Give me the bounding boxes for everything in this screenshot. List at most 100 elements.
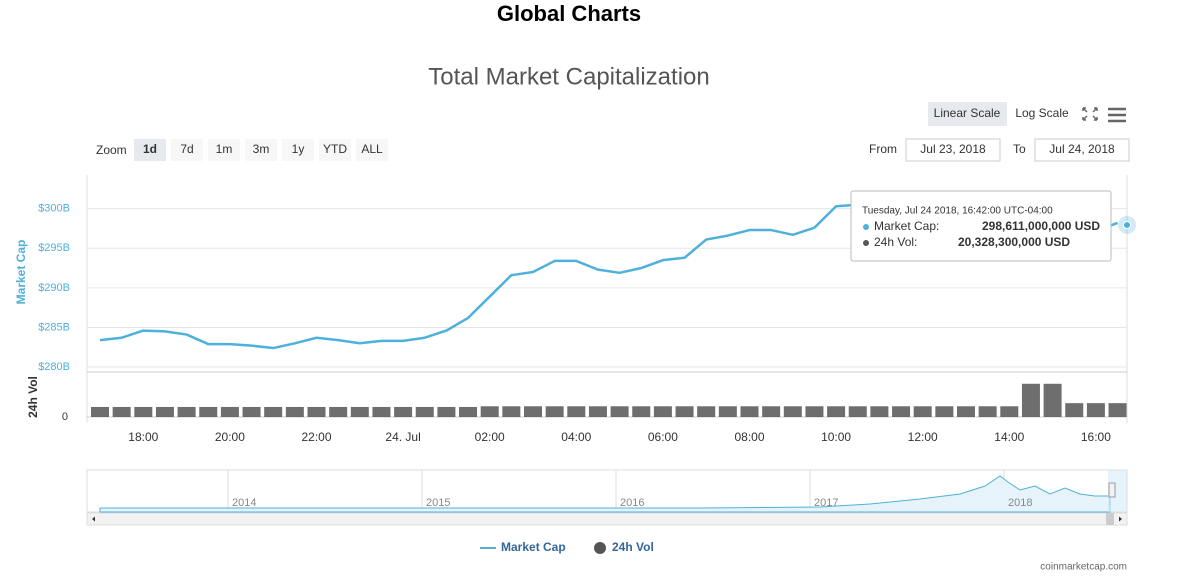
zoom-button[interactable]: 1m (216, 142, 233, 156)
from-label: From (869, 142, 897, 156)
volume-bar (653, 406, 672, 417)
volume-bar (632, 406, 651, 417)
volume-bar (1021, 383, 1040, 417)
navigator-label: 2014 (232, 497, 256, 509)
zoom-button[interactable]: 3m (253, 142, 270, 156)
tooltip-dot (863, 224, 869, 230)
volume-bar (913, 406, 932, 417)
volume-bar (1043, 383, 1062, 417)
volume-bar (957, 406, 975, 417)
to-label: To (1013, 142, 1026, 156)
to-date[interactable]: Jul 24, 2018 (1049, 142, 1115, 156)
volume-bar (112, 406, 131, 417)
navigator-handle[interactable] (1108, 482, 1116, 498)
zoom-button[interactable]: 1d (143, 142, 157, 156)
volume-bar (220, 406, 239, 417)
volume-bar (870, 406, 889, 417)
tooltip-time: Tuesday, Jul 24 2018, 16:42:00 UTC-04:00 (862, 206, 1053, 217)
scale-button[interactable]: Linear Scale (934, 106, 1001, 120)
volume-bar (848, 406, 867, 417)
scale-button-bg (928, 102, 1007, 126)
x-tick-label: 02:00 (475, 430, 505, 444)
volume-bar (394, 406, 413, 417)
legend-swatch (594, 542, 606, 554)
x-tick-label: 08:00 (734, 430, 764, 444)
volume-bar (177, 406, 196, 417)
volume-bar (935, 406, 954, 417)
y2-tick-label: 0 (62, 411, 68, 423)
zoom-button[interactable]: 1y (292, 142, 305, 156)
zoom-button-bg[interactable] (134, 139, 166, 161)
zoom-button-bg[interactable] (356, 139, 388, 161)
volume-bar (437, 406, 456, 417)
volume-bar (480, 406, 499, 417)
volume-bar (675, 406, 694, 417)
zoom-button[interactable]: YTD (323, 142, 347, 156)
navigator-label: 2016 (620, 497, 644, 509)
navigator-grid (227, 470, 1005, 512)
x-tick-label: 12:00 (908, 430, 938, 444)
volume-bar (372, 406, 391, 417)
y-axis-title: Market Cap (14, 240, 28, 305)
volume-bar (610, 406, 629, 417)
volume-bar (740, 406, 759, 417)
volume-bar (588, 406, 607, 417)
x-tick-label: 06:00 (648, 430, 678, 444)
volume-bar (415, 406, 434, 417)
volume-bar (978, 406, 997, 417)
volume-bar (155, 406, 174, 417)
zoom-button[interactable]: ALL (361, 142, 383, 156)
zoom-button-bg[interactable] (171, 139, 203, 161)
navigator-label: 2018 (1008, 497, 1032, 509)
scrollbar-thumb[interactable] (1106, 513, 1114, 525)
volume-bar (718, 406, 737, 417)
legend-label[interactable]: 24h Vol (612, 540, 654, 554)
zoom-button-bg[interactable] (245, 139, 277, 161)
volume-bar (1065, 403, 1084, 417)
hover-point (1123, 221, 1131, 229)
y-tick-label: $290B (38, 282, 70, 294)
zoom-button[interactable]: 7d (180, 142, 193, 156)
scale-button[interactable]: Log Scale (1015, 106, 1069, 120)
volume-bar (805, 406, 824, 417)
volume-bar (1086, 403, 1105, 417)
to-input[interactable] (1034, 138, 1130, 162)
volume-bar (285, 406, 304, 417)
volume-bar (545, 406, 564, 417)
volume-bar (459, 406, 478, 417)
y2-axis-title: 24h Vol (26, 376, 40, 418)
from-input[interactable] (905, 138, 1001, 162)
navigator-selection[interactable] (1108, 470, 1127, 512)
volume-bar (134, 406, 153, 417)
x-tick-label: 04:00 (561, 430, 591, 444)
scrollbar[interactable] (86, 512, 1128, 526)
from-date[interactable]: Jul 23, 2018 (920, 142, 986, 156)
fullscreen-icon[interactable] (1082, 107, 1098, 121)
legend-label[interactable]: Market Cap (501, 540, 566, 554)
page-title: Global Charts (497, 1, 641, 26)
volume-bar (762, 406, 781, 417)
volume-bar (307, 406, 326, 417)
zoom-button-bg[interactable] (208, 139, 240, 161)
tooltip-value: 20,328,300,000 USD (958, 235, 1070, 249)
x-tick-label: 14:00 (994, 430, 1024, 444)
menu-icon[interactable] (1108, 107, 1126, 123)
zoom-button-bg[interactable] (282, 139, 314, 161)
volume-bar (827, 406, 846, 417)
tooltip-name: 24h Vol: (874, 235, 917, 249)
tooltip-value: 298,611,000,000 USD (982, 219, 1100, 233)
zoom-buttons: 1d 7d 1m 3m 1y YTD ALL (134, 139, 388, 161)
zoom-button-bg[interactable] (319, 139, 351, 161)
volume-bar (783, 406, 802, 417)
y-tick-label: $280B (38, 361, 70, 373)
x-tick-label: 20:00 (215, 430, 245, 444)
tooltip-dot (863, 240, 869, 246)
x-tick-label: 18:00 (128, 430, 158, 444)
y-tick-label: $285B (38, 321, 70, 333)
volume-bar (1000, 406, 1019, 417)
volume-bar (697, 406, 716, 417)
volume-bar (199, 406, 218, 417)
tooltip-name: Market Cap: (874, 219, 939, 233)
y-tick-label: $300B (38, 203, 70, 215)
